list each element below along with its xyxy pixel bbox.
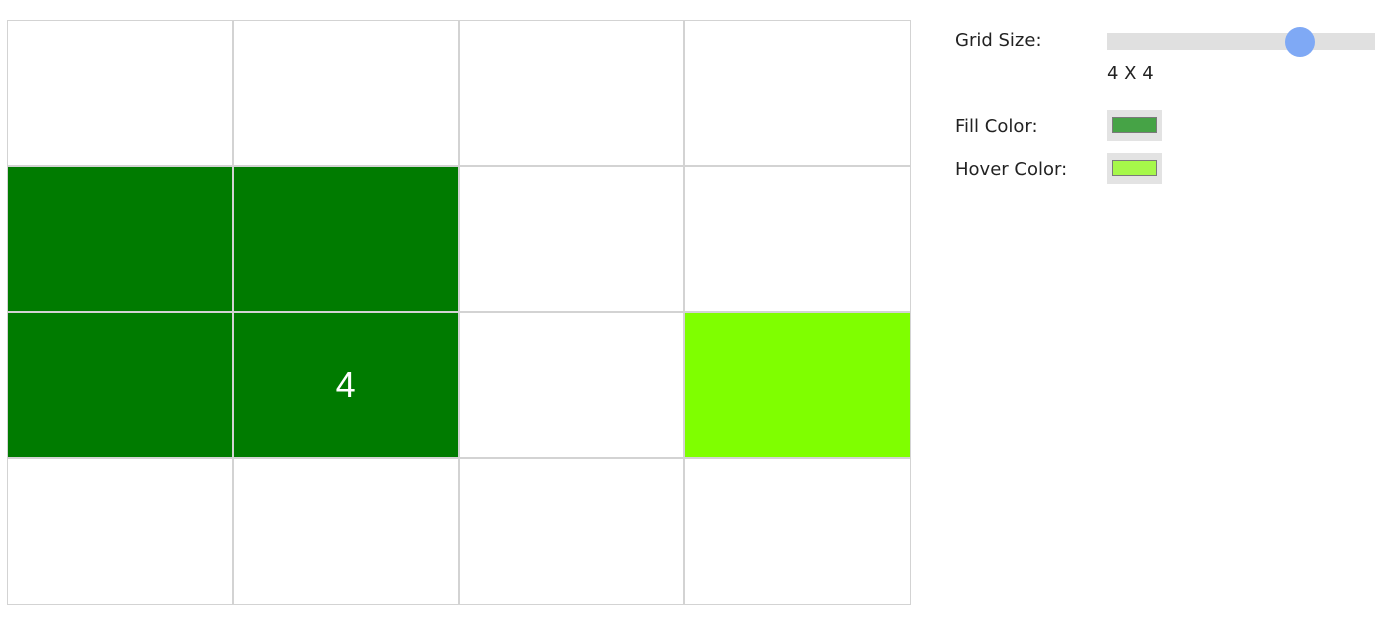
fill-color-label: Fill Color: bbox=[955, 116, 1038, 137]
grid-cell[interactable] bbox=[233, 167, 460, 313]
grid-cell[interactable] bbox=[233, 459, 460, 605]
grid-cell[interactable] bbox=[685, 21, 911, 167]
fill-color-picker[interactable] bbox=[1107, 110, 1162, 141]
grid-size-slider[interactable] bbox=[1107, 27, 1375, 57]
grid-cell[interactable] bbox=[685, 459, 911, 605]
hover-color-label: Hover Color: bbox=[955, 159, 1068, 180]
hover-color-picker[interactable] bbox=[1107, 153, 1162, 184]
grid-cell[interactable] bbox=[685, 313, 911, 459]
fill-color-swatch bbox=[1112, 117, 1157, 133]
grid-cell[interactable] bbox=[8, 459, 234, 605]
slider-thumb[interactable] bbox=[1284, 27, 1315, 57]
grid-cell[interactable] bbox=[685, 167, 911, 313]
grid-cell[interactable]: 4 bbox=[233, 313, 460, 459]
hover-color-swatch bbox=[1112, 160, 1157, 176]
grid-cell[interactable] bbox=[233, 21, 460, 167]
grid-cell[interactable] bbox=[8, 21, 234, 167]
grid-cell[interactable] bbox=[8, 313, 234, 459]
grid-size-readout: 4 X 4 bbox=[1107, 63, 1154, 84]
grid-cell[interactable] bbox=[459, 313, 686, 459]
grid-cell[interactable] bbox=[459, 459, 686, 605]
grid-cell[interactable] bbox=[459, 167, 686, 313]
grid-cell[interactable] bbox=[459, 21, 686, 167]
color-grid: 4 bbox=[7, 20, 911, 605]
grid-cell[interactable] bbox=[8, 167, 234, 313]
grid-size-label: Grid Size: bbox=[955, 30, 1042, 51]
